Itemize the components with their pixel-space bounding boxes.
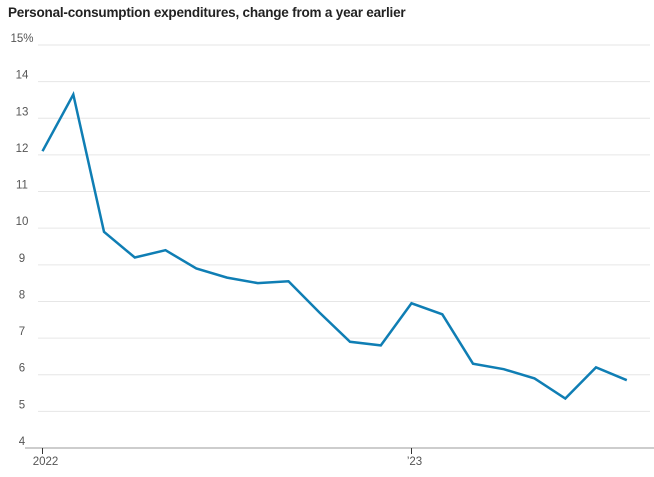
y-axis-label: 9 <box>19 253 25 265</box>
y-axis-label: 10 <box>16 216 29 228</box>
y-axis-label: 15% <box>10 33 33 45</box>
x-axis-label: ’23 <box>407 456 422 468</box>
data-line-pce <box>41 90 628 401</box>
y-axis-label: 14 <box>16 70 29 82</box>
y-axis-label: 4 <box>19 436 26 448</box>
y-axis-label: 13 <box>16 106 29 118</box>
chart-title: Personal-consumption expenditures, chang… <box>8 5 406 20</box>
y-axis-label: 11 <box>16 180 28 192</box>
y-axis-label: 6 <box>19 363 25 375</box>
y-axis-label: 7 <box>19 326 25 338</box>
y-axis-label: 12 <box>16 143 29 155</box>
y-axis-label: 8 <box>19 289 25 301</box>
y-axis-label: 5 <box>19 399 25 411</box>
x-axis-label: 2022 <box>33 456 59 468</box>
